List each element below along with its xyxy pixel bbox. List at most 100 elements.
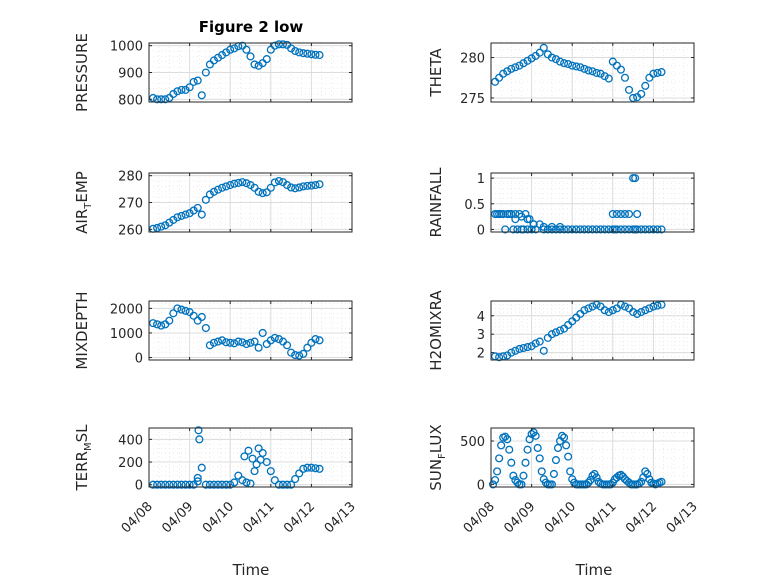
data-point [624, 209, 634, 219]
data-point [551, 225, 561, 234]
data-point [547, 330, 556, 339]
data-point [230, 478, 239, 487]
data-point [503, 435, 512, 444]
data-point [515, 61, 524, 70]
data-point [525, 435, 534, 444]
data-point [549, 469, 558, 479]
data-point [519, 471, 528, 480]
data-point [555, 326, 565, 335]
data-point [205, 341, 214, 350]
data-point [633, 309, 642, 318]
data-point [246, 338, 255, 347]
data-point [157, 480, 166, 489]
data-point [513, 225, 522, 234]
data-point [535, 48, 544, 57]
y-axis-label: THETA [427, 48, 445, 98]
y-tick-label: 0 [135, 352, 143, 367]
data-point [488, 480, 498, 489]
data-point [311, 50, 320, 59]
data-point [539, 225, 548, 234]
data-point [226, 45, 235, 54]
data-point [230, 44, 239, 53]
data-point [515, 344, 524, 353]
data-point [612, 225, 621, 234]
data-point [244, 446, 253, 455]
data-point [266, 45, 275, 54]
data-point [588, 471, 597, 480]
data-point [258, 189, 267, 198]
y-tick-label: 0 [135, 479, 143, 494]
data-point [493, 467, 502, 476]
data-point [153, 320, 162, 329]
data-point [606, 480, 615, 489]
figure-title: Figure 2 low [199, 18, 304, 36]
y-tick-label: 400 [118, 433, 143, 448]
data-point [620, 73, 630, 82]
data-point [230, 179, 239, 188]
data-point [521, 458, 530, 467]
data-point [193, 76, 202, 85]
data-point [495, 353, 504, 362]
series-markers [149, 40, 324, 104]
y-tick-label: 0.5 [464, 198, 485, 213]
data-point [564, 225, 573, 234]
data-point [555, 222, 565, 231]
data-point [507, 209, 516, 219]
data-point [222, 48, 231, 57]
data-point [246, 52, 255, 61]
data-point [185, 480, 194, 489]
axes-frame [490, 427, 695, 488]
data-point [177, 480, 186, 489]
data-point [197, 312, 206, 322]
panel-sun_flux: 0 500 04/08 04/09 04/10 04/11 04/12 04/13 SUNFLU… [427, 424, 701, 536]
data-point [624, 225, 634, 234]
data-point [608, 306, 617, 315]
data-point [637, 308, 646, 317]
data-point [161, 95, 170, 104]
data-point [637, 89, 646, 98]
data-point [311, 181, 320, 190]
data-point [560, 433, 569, 442]
data-point [555, 225, 565, 234]
y-tick-label: 0 [477, 223, 485, 238]
series-markers [491, 43, 666, 103]
y-axis-label: H2OMIXRA [427, 290, 445, 371]
data-point [527, 225, 536, 234]
data-point [584, 304, 593, 313]
data-point [153, 480, 162, 489]
data-point [616, 65, 625, 74]
data-point [551, 328, 561, 337]
data-point [604, 74, 613, 83]
data-point [201, 480, 210, 489]
data-point [616, 209, 625, 219]
data-point [169, 89, 178, 99]
data-point [315, 464, 324, 473]
data-point [505, 445, 514, 454]
data-point [315, 336, 324, 345]
data-point [645, 304, 654, 313]
panel-terr_msl: 0 200 400 04/08 04/09 04/10 04/11 04/12 04/13 TER… [73, 424, 359, 536]
data-point [173, 87, 182, 96]
data-point [287, 183, 296, 192]
data-point [307, 463, 316, 472]
data-point [157, 222, 166, 231]
x-tick-label: 04/11 [241, 499, 278, 536]
data-point [213, 53, 223, 62]
data-point [161, 221, 170, 230]
data-point [315, 180, 324, 189]
data-point [242, 179, 251, 188]
data-point [499, 209, 508, 219]
y-tick-label: 500 [460, 435, 485, 450]
data-point [503, 67, 512, 76]
data-point [588, 302, 597, 311]
x-axis-label-right: Time [575, 561, 613, 579]
data-point [287, 348, 296, 357]
data-point [531, 225, 540, 234]
data-point [157, 321, 166, 330]
axes-background [148, 427, 353, 488]
data-point [270, 178, 279, 187]
data-point [234, 471, 243, 480]
data-point [495, 73, 504, 82]
data-point [491, 77, 500, 86]
data-point [649, 225, 658, 234]
